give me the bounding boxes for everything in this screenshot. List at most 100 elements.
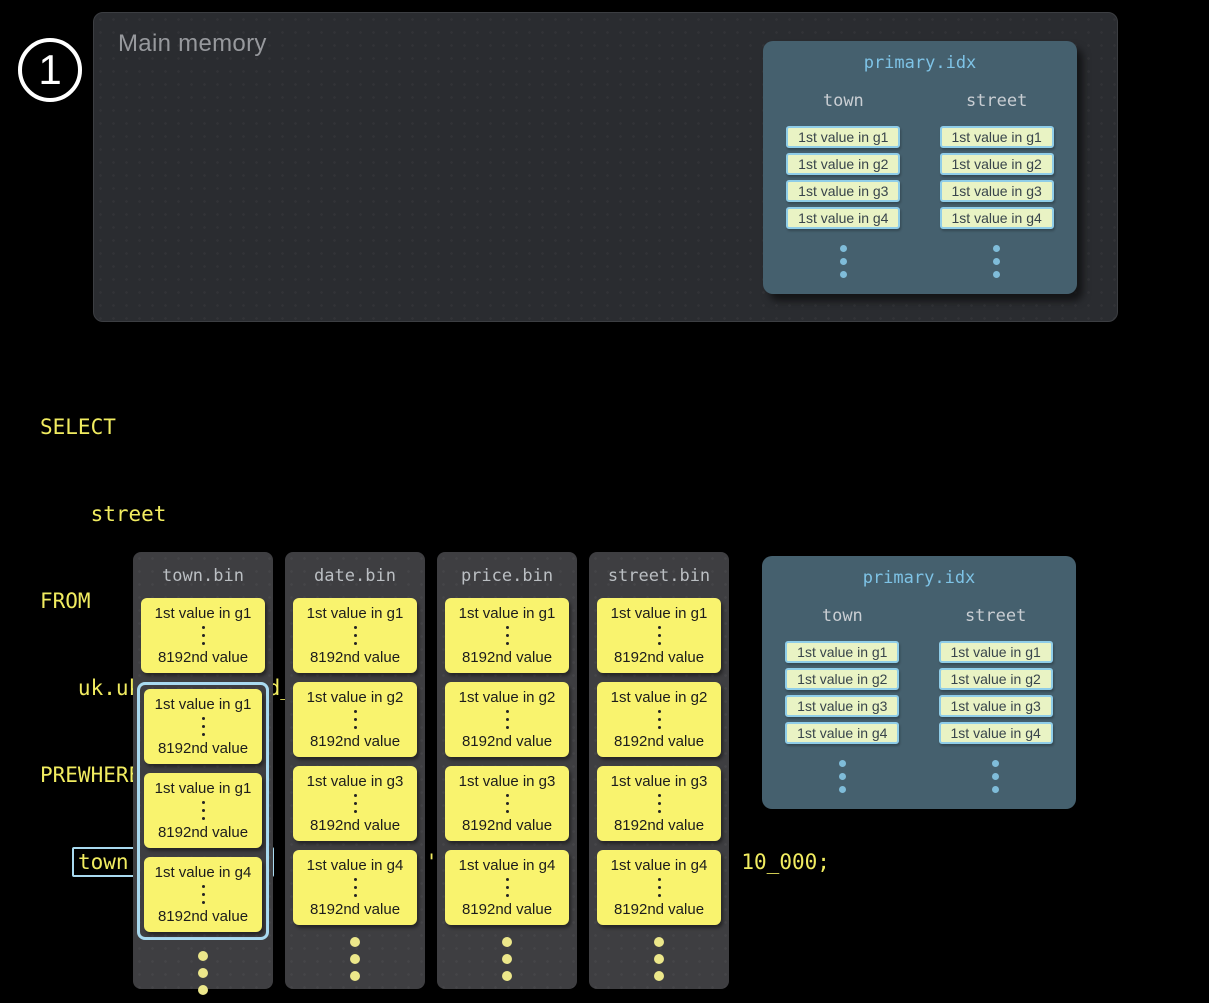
bin-file-price: price.bin 1st value in g1 8192nd value 1… [437,552,577,989]
index-mark: 1st value in g1 [785,641,900,663]
bin-file-name: price.bin [460,566,554,586]
granule-block: 1st value in g2 8192nd value [445,682,569,757]
main-memory-label: Main memory [118,30,267,57]
ellipsis-dots-icon [437,937,577,981]
index-mark: 1st value in g3 [785,695,900,717]
primary-idx-panel-disk: primary.idx town 1st value in g1 1st val… [762,556,1076,809]
granule-first-value: 1st value in g2 [458,689,556,706]
granule-block: 1st value in g1 8192nd value [293,598,417,673]
index-mark: 1st value in g1 [939,126,1054,148]
ellipsis-dots-icon [838,760,846,793]
granule-first-value: 1st value in g3 [306,773,404,790]
granule-last-value: 8192nd value [613,901,705,918]
column-header-street: street [965,91,1028,111]
ellipsis-dots-icon [146,717,260,736]
granule-block: 1st value in g4 8192nd value [293,850,417,925]
index-mark: 1st value in g4 [785,722,900,744]
bin-file-name: date.bin [314,566,396,586]
ellipsis-dots-icon [599,710,719,729]
bin-file-name: town.bin [162,566,244,586]
ellipsis-dots-icon [447,710,567,729]
granule-first-value: 1st value in g1 [154,605,252,622]
primary-idx-column-town: town 1st value in g1 1st value in g2 1st… [769,606,915,793]
granule-last-value: 8192nd value [157,740,249,757]
bin-file-town: town.bin 1st value in g1 8192nd value 1s… [133,552,273,995]
granule-last-value: 8192nd value [157,649,249,666]
ellipsis-dots-icon [295,710,415,729]
index-mark: 1st value in g2 [938,668,1053,690]
ellipsis-dots-icon [447,878,567,897]
granule-first-value: 1st value in g4 [458,857,556,874]
granule-block: 1st value in g3 8192nd value [293,766,417,841]
primary-idx-columns: town 1st value in g1 1st value in g2 1st… [763,91,1077,278]
ellipsis-dots-icon [133,951,273,995]
index-mark: 1st value in g3 [939,180,1054,202]
granule-first-value: 1st value in g4 [306,857,404,874]
selected-granules-outline: 1st value in g1 8192nd value 1st value i… [137,682,269,940]
index-mark: 1st value in g4 [938,722,1053,744]
granule-block: 1st value in g1 8192nd value [597,598,721,673]
granule-last-value: 8192nd value [309,733,401,750]
granule-first-value: 1st value in g2 [306,689,404,706]
step-number: 1 [38,46,62,93]
index-mark: 1st value in g4 [939,207,1054,229]
granule-last-value: 8192nd value [309,817,401,834]
granule-last-value: 8192nd value [461,649,553,666]
column-header-town: town [821,606,863,626]
ellipsis-dots-icon [447,626,567,645]
ellipsis-dots-icon [589,937,729,981]
index-mark: 1st value in g1 [938,641,1053,663]
main-memory-panel: Main memory primary.idx town 1st value i… [93,12,1118,322]
granule-last-value: 8192nd value [157,908,249,925]
granule-first-value: 1st value in g3 [458,773,556,790]
sql-line: SELECT [40,415,116,439]
granule-block: 1st value in g1 8192nd value [144,773,262,848]
granule-block: 1st value in g1 8192nd value [144,689,262,764]
sql-line: PREWHERE [40,763,142,787]
ellipsis-dots-icon [447,794,567,813]
granule-block: 1st value in g4 8192nd value [597,850,721,925]
granule-last-value: 8192nd value [461,817,553,834]
bin-file-street: street.bin 1st value in g1 8192nd value … [589,552,729,989]
granule-block: 1st value in g1 8192nd value [445,598,569,673]
index-mark: 1st value in g3 [786,180,901,202]
granule-last-value: 8192nd value [613,733,705,750]
ellipsis-dots-icon [599,878,719,897]
granule-block: 1st value in g3 8192nd value [597,766,721,841]
bin-file-date: date.bin 1st value in g1 8192nd value 1s… [285,552,425,989]
granule-last-value: 8192nd value [309,901,401,918]
granule-first-value: 1st value in g1 [306,605,404,622]
ellipsis-dots-icon [295,794,415,813]
granule-block: 1st value in g2 8192nd value [597,682,721,757]
ellipsis-dots-icon [992,760,1000,793]
granule-last-value: 8192nd value [461,733,553,750]
index-mark: 1st value in g2 [939,153,1054,175]
granule-last-value: 8192nd value [461,901,553,918]
ellipsis-dots-icon [839,245,847,278]
granule-last-value: 8192nd value [157,824,249,841]
granule-first-value: 1st value in g1 [154,696,252,713]
index-mark: 1st value in g2 [785,668,900,690]
granule-block: 1st value in g1 8192nd value [141,598,265,673]
granule-last-value: 8192nd value [613,649,705,666]
sql-line: street [40,502,167,526]
ellipsis-dots-icon [146,801,260,820]
ellipsis-dots-icon [295,626,415,645]
primary-idx-title: primary.idx [862,568,976,588]
granule-block: 1st value in g4 8192nd value [144,857,262,932]
ellipsis-dots-icon [599,794,719,813]
granule-last-value: 8192nd value [309,649,401,666]
ellipsis-dots-icon [295,878,415,897]
primary-idx-columns: town 1st value in g1 1st value in g2 1st… [762,606,1076,793]
column-header-town: town [822,91,864,111]
granule-first-value: 1st value in g1 [610,605,708,622]
ellipsis-dots-icon [993,245,1001,278]
granule-block: 1st value in g4 8192nd value [445,850,569,925]
granule-block: 1st value in g3 8192nd value [445,766,569,841]
primary-idx-column-town: town 1st value in g1 1st value in g2 1st… [770,91,916,278]
granule-first-value: 1st value in g3 [610,773,708,790]
ellipsis-dots-icon [146,885,260,904]
step-number-badge: 1 [18,38,82,102]
primary-idx-title: primary.idx [863,53,977,73]
